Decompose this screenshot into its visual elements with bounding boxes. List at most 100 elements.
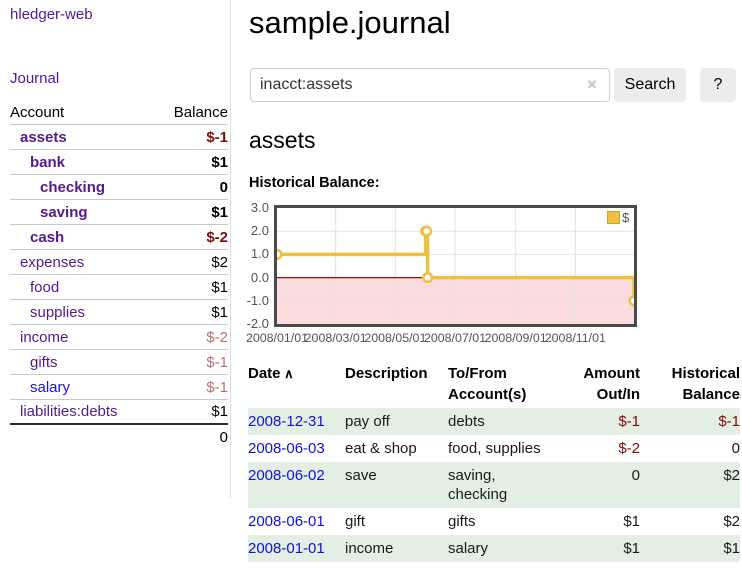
transaction-balance: 0: [731, 440, 740, 457]
accounts-table: Account Balance assets $-1 bank $1 checking 0…: [10, 100, 228, 450]
account-row: assets $-1: [10, 125, 228, 150]
account-heading: assets: [249, 127, 316, 153]
y-axis-label: 2.0: [250, 223, 269, 239]
balance-chart: 3.0 2.0 1.0 0.0 -1.0 -2.0 2008/01/01 2008/03/0…: [240, 199, 742, 349]
balance-column-header: Balance: [173, 103, 228, 121]
account-row: bank $1: [10, 150, 228, 175]
page-title: sample.journal: [249, 5, 451, 40]
search-button[interactable]: Search: [614, 68, 686, 102]
transaction-amount: $1: [623, 513, 640, 530]
transaction-balance: $1: [723, 540, 740, 557]
y-axis-label: 3.0: [250, 200, 269, 215]
x-axis-label: 2008/07/01: [423, 331, 486, 345]
register-row: 2008-06-03 eat & shop food, supplies $-2 0: [248, 435, 740, 462]
account-balance: 0: [219, 178, 228, 196]
account-link-gifts[interactable]: gifts: [30, 353, 58, 371]
account-balance: $1: [211, 153, 228, 171]
account-row: income $-2: [10, 325, 228, 350]
account-row: expenses $2: [10, 250, 228, 275]
y-axis-label: 0.0: [250, 269, 269, 285]
account-balance: $1: [211, 203, 228, 221]
transaction-accounts: food, supplies: [448, 440, 541, 457]
date-link[interactable]: 2008-06-01: [248, 513, 325, 530]
transaction-description: income: [345, 540, 394, 557]
x-axis-label: 2008/03/01: [304, 331, 367, 345]
transaction-amount: $-2: [618, 440, 640, 457]
search-form: × Search ?: [250, 68, 736, 102]
account-balance: $-1: [206, 353, 228, 371]
transaction-date: 2008-06-02: [248, 462, 345, 508]
account-row: saving $1: [10, 200, 228, 225]
x-axis-label: 2008/09/01: [484, 331, 547, 345]
register-row: 2008-12-31 pay off debts $-1 $-1: [248, 408, 740, 435]
account-balance: $1: [211, 278, 228, 296]
x-axis-label: 2008/01/01: [245, 331, 308, 345]
transaction-description: gift: [345, 513, 366, 530]
column-header-to-from-account-s-: To/From Account(s): [448, 365, 527, 403]
transaction-date: 2008-06-01: [248, 508, 345, 535]
date-link[interactable]: 2008-06-02: [248, 467, 325, 484]
search-input[interactable]: [250, 68, 610, 102]
accounts-total-value: 0: [219, 429, 228, 446]
x-axis-label: 2008/11/01: [544, 331, 606, 345]
chart-canvas: [277, 208, 634, 324]
register-row: 2008-06-01 gift gifts $1 $2: [248, 508, 740, 535]
account-balance: $-2: [206, 328, 228, 346]
account-link-saving[interactable]: saving: [40, 203, 88, 221]
accounts-table-header: Account Balance: [10, 100, 228, 125]
column-header-description: Description: [345, 365, 428, 382]
transaction-description: pay off: [345, 413, 390, 430]
account-link-bank[interactable]: bank: [30, 153, 66, 171]
account-column-header: Account: [10, 103, 65, 121]
account-link-cash[interactable]: cash: [30, 228, 65, 246]
account-rows: assets $-1 bank $1 checking 0 saving $1 cash $-2 e…: [10, 125, 228, 425]
transaction-accounts: saving, checking: [448, 467, 508, 503]
account-row: checking 0: [10, 175, 228, 200]
transaction-amount: $1: [623, 540, 640, 557]
account-balance: $1: [211, 303, 228, 321]
account-link-expenses[interactable]: expenses: [20, 253, 85, 271]
account-row: cash $-2: [10, 225, 228, 250]
date-link[interactable]: 2008-01-01: [248, 540, 325, 557]
transaction-accounts: debts: [448, 413, 485, 430]
account-link-checking[interactable]: checking: [40, 178, 106, 196]
account-balance: $1: [211, 403, 228, 420]
chart-plot[interactable]: [274, 205, 637, 327]
account-link-income[interactable]: income: [20, 328, 69, 346]
account-link-supplies[interactable]: supplies: [30, 303, 86, 321]
date-link[interactable]: 2008-06-03: [248, 440, 325, 457]
help-button[interactable]: ?: [700, 68, 736, 102]
account-balance: $2: [211, 253, 228, 271]
transaction-amount: 0: [631, 467, 640, 484]
clear-search-icon[interactable]: ×: [587, 75, 597, 94]
transaction-amount: $-1: [618, 413, 640, 430]
account-row: food $1: [10, 275, 228, 300]
legend-label: $: [622, 210, 630, 225]
x-axis-label: 2008/05/01: [364, 331, 427, 345]
transaction-accounts: gifts: [448, 513, 476, 530]
transaction-date: 2008-06-03: [248, 435, 345, 462]
account-balance: $-2: [206, 228, 228, 246]
column-header-historical-balance: Historical Balance: [671, 365, 740, 403]
account-balance: $-1: [206, 378, 228, 396]
register-row: 2008-06-02 save saving, checking 0 $2: [248, 462, 740, 508]
app-brand-link[interactable]: hledger-web: [10, 6, 93, 23]
transaction-date: 2008-01-01: [248, 535, 345, 562]
account-link-salary[interactable]: salary: [30, 378, 71, 396]
sort-asc-icon: ∧: [280, 366, 294, 381]
sidebar: hledger-web Journal Account Balance asse…: [0, 0, 231, 498]
register-table: Date ∧ Description To/From Account(s) Amoun…: [248, 360, 740, 562]
transaction-date: 2008-12-31: [248, 408, 345, 435]
transaction-description: save: [345, 467, 377, 484]
account-link-liabilities-debts[interactable]: liabilities:debts: [20, 403, 118, 420]
account-link-assets[interactable]: assets: [20, 128, 67, 146]
nav-journal-link[interactable]: Journal: [10, 70, 60, 87]
transaction-description: eat & shop: [345, 440, 417, 457]
account-link-food[interactable]: food: [30, 278, 60, 296]
date-link[interactable]: 2008-12-31: [248, 413, 325, 430]
account-row: gifts $-1: [10, 350, 228, 375]
account-row: supplies $1: [10, 300, 228, 325]
account-row: salary $-1: [10, 375, 228, 400]
accounts-total-row: 0: [10, 425, 228, 450]
column-header-date[interactable]: Date ∧: [248, 365, 294, 382]
